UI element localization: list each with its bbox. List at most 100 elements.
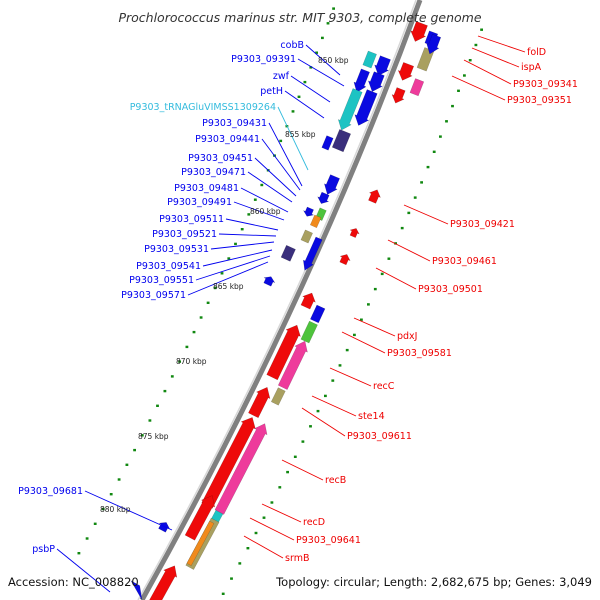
tick-dot — [353, 334, 356, 336]
gene-label-left[interactable]: zwf — [273, 71, 290, 82]
gene-label-right[interactable]: P9303_09501 — [418, 284, 483, 295]
scale-tick-label: 870 kbp — [176, 357, 207, 366]
tick-dot — [86, 537, 89, 539]
gene-label-left[interactable]: P9303_09571 — [121, 290, 186, 301]
tick-dot — [230, 577, 233, 579]
tick-dot — [420, 181, 423, 183]
gene-label-right[interactable]: folD — [527, 47, 546, 58]
gene-feature[interactable] — [301, 293, 315, 309]
gene-feature[interactable] — [363, 51, 377, 68]
tick-dot — [254, 199, 257, 201]
gene-feature[interactable] — [332, 129, 351, 151]
leader-line — [244, 536, 283, 558]
accession-text: Accession: NC_008820 — [8, 575, 139, 589]
tick-dot — [126, 464, 129, 466]
tick-dot — [480, 29, 483, 31]
tick-dot — [292, 110, 295, 112]
gene-label-left[interactable]: P9303_09491 — [167, 197, 232, 208]
gene-label-left[interactable]: P9303_09391 — [231, 54, 296, 65]
gene-label-right[interactable]: P9303_09341 — [513, 79, 578, 90]
scale-tick-label: 880 kbp — [100, 505, 131, 514]
gene-label-left-trna[interactable]: P9303_tRNAGluVIMSS1309264 — [130, 102, 276, 113]
gene-feature[interactable] — [310, 305, 325, 323]
gene-label-left[interactable]: P9303_09441 — [195, 134, 260, 145]
gene-label-left[interactable]: P9303_09531 — [144, 244, 209, 255]
gene-label-right[interactable]: P9303_09581 — [387, 348, 452, 359]
tick-dot — [286, 471, 289, 473]
leader-line — [354, 318, 395, 336]
gene-label-left[interactable]: P9303_09471 — [181, 167, 246, 178]
gene-feature[interactable] — [301, 321, 318, 343]
topology-text: Topology: circular; Length: 2,682,675 bp… — [275, 575, 592, 589]
gene-feature[interactable] — [281, 245, 296, 261]
tick-dot — [241, 228, 244, 230]
leader-line — [248, 172, 292, 202]
tick-dot — [302, 440, 305, 442]
scale-tick-label: 865 kbp — [213, 282, 244, 291]
gene-label-left[interactable]: P9303_09541 — [136, 261, 201, 272]
gene-label-left[interactable]: P9303_09551 — [129, 275, 194, 286]
gene-label-right[interactable]: P9303_09641 — [296, 535, 361, 546]
leader-line — [472, 48, 519, 67]
gene-feature[interactable] — [310, 215, 321, 228]
gene-feature[interactable] — [392, 87, 405, 103]
gene-label-left[interactable]: petH — [260, 86, 283, 97]
gene-label-left[interactable]: P9303_09431 — [202, 118, 267, 129]
gene-label-left[interactable]: cobB — [280, 40, 304, 51]
tick-dot — [457, 90, 460, 92]
tick-dot — [294, 456, 297, 458]
tick-dot — [186, 346, 189, 348]
tick-dot — [193, 331, 196, 333]
tick-dot — [451, 105, 454, 107]
gene-label-right[interactable]: recD — [303, 517, 325, 528]
gene-label-left[interactable]: P9303_09681 — [18, 486, 83, 497]
leader-line — [330, 368, 371, 386]
gene-feature[interactable] — [410, 79, 424, 96]
tick-dot — [321, 37, 324, 39]
tick-dot — [221, 272, 224, 274]
tick-dot — [279, 140, 282, 142]
tick-dot — [238, 562, 241, 564]
gene-label-right[interactable]: ste14 — [358, 411, 385, 422]
gene-feature[interactable] — [264, 277, 275, 287]
gene-feature[interactable] — [368, 190, 380, 204]
gene-label-left[interactable]: P9303_09481 — [174, 183, 239, 194]
gene-feature[interactable] — [398, 62, 414, 80]
gene-label-left[interactable]: P9303_09451 — [188, 153, 253, 164]
gene-label-left[interactable]: P9303_09521 — [152, 229, 217, 240]
gene-label-right[interactable]: P9303_09421 — [450, 219, 515, 230]
gene-label-right[interactable]: P9303_09611 — [347, 431, 412, 442]
gene-label-right[interactable]: P9303_09461 — [432, 256, 497, 267]
leader-line — [478, 36, 525, 52]
gene-feature[interactable] — [271, 388, 285, 406]
gene-feature[interactable] — [354, 69, 370, 93]
tick-dot — [94, 523, 97, 525]
tick-dot — [156, 405, 159, 407]
gene-feature[interactable] — [350, 228, 359, 237]
scale-tick-label: 850 kbp — [318, 56, 349, 65]
tick-dot — [414, 196, 417, 198]
tick-dot — [164, 390, 167, 392]
gene-feature[interactable] — [322, 136, 333, 151]
leader-line — [211, 242, 274, 249]
gene-feature[interactable] — [340, 254, 350, 264]
gene-label-right[interactable]: P9303_09351 — [507, 95, 572, 106]
leader-line — [285, 91, 324, 118]
gene-feature[interactable] — [324, 175, 339, 195]
gene-label-right[interactable]: srmB — [285, 553, 309, 564]
tick-dot — [339, 364, 342, 366]
gene-label-right[interactable]: recB — [325, 475, 346, 486]
gene-label-right[interactable]: ispA — [521, 62, 542, 73]
leader-line — [250, 518, 294, 540]
gene-label-left[interactable]: psbP — [32, 544, 55, 555]
tick-dot — [118, 478, 121, 480]
gene-label-right[interactable]: recC — [373, 381, 395, 392]
gene-feature[interactable] — [303, 207, 313, 216]
gene-label-right[interactable]: pdxJ — [397, 331, 417, 342]
gene-feature[interactable] — [158, 522, 169, 532]
gene-label-left[interactable]: P9303_09511 — [159, 214, 224, 225]
gene-feature[interactable] — [301, 230, 313, 243]
tick-dot — [304, 81, 307, 83]
scale-tick-label: 855 kbp — [285, 130, 316, 139]
tick-dot — [222, 593, 225, 595]
